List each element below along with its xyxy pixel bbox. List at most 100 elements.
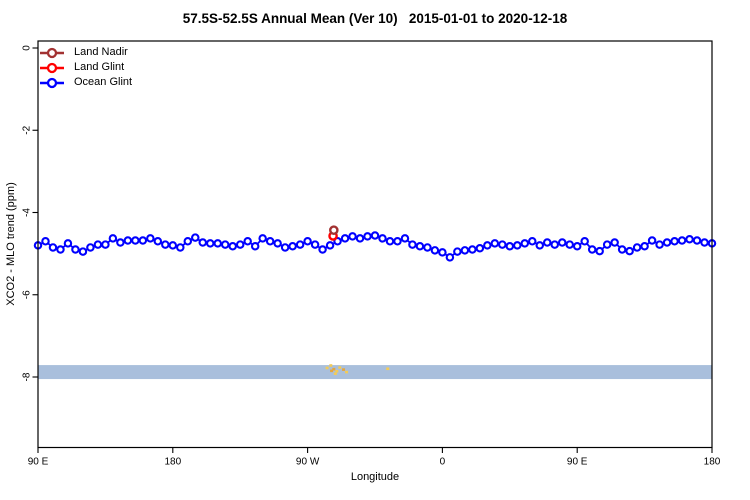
speck	[335, 369, 339, 373]
ocean-glint-point	[542, 238, 552, 247]
x-tick-label: 90 E	[28, 457, 49, 468]
speck	[342, 368, 346, 371]
ocean-glint-point	[295, 240, 305, 249]
ocean-glint-point	[400, 234, 410, 243]
ocean-glint-point	[370, 231, 380, 240]
ocean-glint-point	[498, 240, 507, 249]
land-nadir-marker-icon	[40, 47, 64, 58]
ocean-glint-point	[153, 237, 163, 246]
ocean-glint-marker-icon	[40, 77, 64, 88]
ocean-glint-point	[63, 239, 73, 248]
ocean-glint-point	[116, 238, 125, 247]
ocean-glint-point	[610, 238, 619, 247]
ocean-glint-point	[662, 238, 672, 247]
ocean-glint-point	[310, 240, 320, 249]
legend: Land Nadir Land Glint Ocean Glint	[39, 45, 132, 90]
ocean-glint-point	[355, 234, 365, 243]
ocean-glint-point	[220, 240, 230, 249]
ocean-glint-point	[647, 236, 657, 245]
ocean-glint-point	[423, 243, 432, 252]
ocean-glint-point	[535, 241, 545, 250]
speck	[333, 372, 337, 376]
ocean-glint-point	[228, 241, 237, 251]
legend-label: Land Glint	[74, 61, 125, 73]
ocean-glint-point	[273, 239, 282, 248]
ocean-glint-point	[617, 245, 627, 254]
y-tick-label: 0	[22, 45, 33, 51]
ocean-glint-point	[101, 240, 110, 249]
ocean-glint-point	[385, 237, 395, 246]
ocean-glint-point	[303, 237, 312, 246]
ocean-glint-point	[146, 234, 155, 243]
ocean-glint-point	[250, 241, 260, 251]
ocean-glint-point	[138, 236, 148, 245]
ocean-glint-point	[677, 236, 687, 245]
ocean-glint-point	[580, 237, 589, 246]
ocean-glint-point	[265, 237, 275, 246]
legend-label: Land Nadir	[74, 46, 128, 58]
ocean-glint-point	[557, 238, 567, 247]
ocean-glint-point	[378, 234, 387, 243]
legend-label: Ocean Glint	[74, 76, 133, 88]
ocean-glint-point	[587, 245, 597, 254]
ocean-glint-point	[475, 244, 485, 253]
ocean-glint-point	[48, 243, 58, 252]
x-tick-label: 180	[704, 457, 721, 468]
ocean-glint-point	[460, 246, 470, 255]
ocean-glint-point	[393, 237, 402, 246]
ocean-glint-point	[453, 247, 462, 256]
ocean-glint-point	[685, 234, 694, 244]
y-tick-label: -2	[22, 125, 33, 134]
legend-item-land-glint: Land Glint	[39, 60, 132, 75]
x-tick-label: 180	[164, 457, 181, 468]
ocean-glint-point	[288, 241, 297, 251]
y-tick-label: -6	[22, 290, 33, 299]
ocean-glint-point	[505, 241, 515, 251]
ocean-glint-point	[131, 236, 140, 245]
ocean-glint-point	[213, 239, 222, 248]
x-tick-label: 90 E	[567, 457, 588, 468]
y-tick-label: -4	[22, 208, 33, 217]
speck	[325, 366, 329, 370]
legend-item-ocean-glint: Ocean Glint	[39, 75, 132, 90]
speck	[338, 366, 342, 369]
legend-item-land-nadir: Land Nadir	[39, 45, 132, 60]
speck	[330, 369, 334, 373]
ocean-glint-point	[602, 240, 612, 249]
ocean-glint-point	[191, 233, 200, 242]
ocean-glint-point	[318, 245, 327, 254]
ocean-glint-point	[572, 241, 582, 251]
ocean-glint-point	[243, 237, 252, 246]
ocean-glint-point	[468, 245, 477, 254]
ocean-glint-point	[632, 243, 642, 252]
plot-box	[37, 40, 713, 449]
ocean-glint-point	[483, 241, 492, 250]
ocean-glint-point	[655, 240, 664, 249]
speck	[386, 367, 390, 371]
ocean-glint-point	[41, 237, 50, 246]
ocean-glint-point	[445, 253, 455, 262]
y-tick-label: -8	[22, 372, 33, 381]
x-tick-label: 0	[440, 457, 446, 468]
ocean-glint-point	[168, 241, 178, 250]
ocean-glint-point	[520, 239, 530, 248]
ocean-glint-point	[363, 232, 372, 241]
ocean-glint-point	[71, 245, 80, 254]
ocean-glint-point	[325, 241, 335, 250]
x-tick-label: 90 W	[296, 457, 320, 468]
ocean-glint-point	[123, 236, 133, 245]
ocean-glint-point	[528, 237, 537, 246]
ocean-glint-point	[78, 247, 88, 256]
ocean-glint-point	[670, 237, 679, 246]
ocean-glint-point	[176, 243, 185, 252]
ocean-glint-point	[430, 246, 440, 255]
ocean-glint-point	[640, 241, 649, 251]
ocean-glint-point	[258, 234, 267, 243]
ocean-glint-point	[86, 243, 95, 252]
land-nadir-point	[329, 225, 339, 235]
ocean-glint-point	[550, 240, 559, 249]
ocean-glint-point	[56, 245, 65, 254]
speck	[329, 364, 333, 367]
